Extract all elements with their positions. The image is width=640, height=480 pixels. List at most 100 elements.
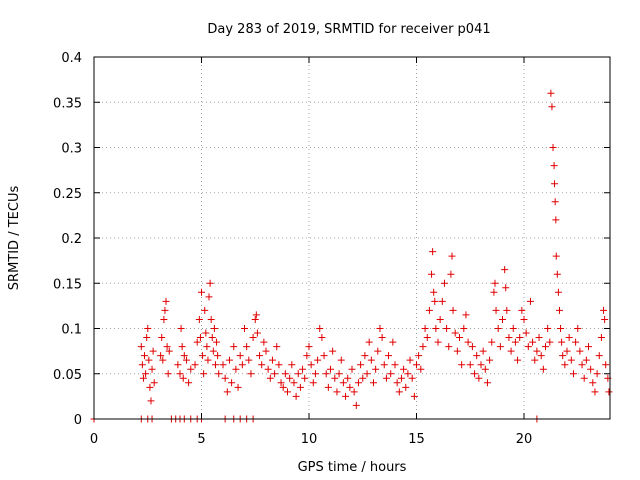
data-point	[350, 388, 358, 396]
data-point	[539, 365, 547, 373]
data-point	[558, 338, 566, 346]
data-point	[268, 356, 276, 364]
data-point	[488, 338, 496, 346]
data-point	[331, 374, 339, 382]
data-point	[207, 315, 215, 323]
data-point	[518, 306, 526, 314]
data-point	[430, 288, 438, 296]
data-point	[344, 374, 352, 382]
data-point	[557, 325, 565, 332]
data-point	[318, 334, 326, 342]
data-point	[163, 343, 171, 351]
y-axis-label: SRMTID / TECUs	[7, 186, 22, 291]
x-tick-label: 10	[301, 432, 318, 447]
data-point	[213, 338, 221, 346]
data-point	[374, 347, 382, 355]
data-point	[198, 288, 205, 296]
data-point	[479, 347, 487, 355]
data-point	[205, 293, 213, 301]
data-point	[162, 297, 170, 305]
data-point	[179, 374, 187, 382]
data-point	[204, 356, 212, 364]
data-point	[565, 334, 573, 342]
data-point	[275, 361, 283, 369]
data-point	[279, 383, 287, 391]
data-point	[490, 288, 498, 296]
data-point	[601, 315, 609, 323]
data-point	[316, 325, 324, 332]
data-point	[337, 356, 345, 364]
y-tick-label: 0.05	[53, 368, 82, 383]
data-point	[505, 334, 513, 342]
data-point	[256, 352, 264, 360]
data-point	[410, 392, 418, 400]
data-point	[432, 325, 440, 332]
data-point	[436, 315, 444, 323]
data-point	[448, 252, 456, 260]
data-point	[408, 374, 416, 382]
data-point	[483, 379, 491, 387]
data-point	[578, 361, 586, 369]
data-point	[421, 325, 429, 332]
data-point	[547, 89, 555, 97]
data-point	[158, 334, 166, 342]
data-point	[161, 306, 169, 314]
data-point	[514, 356, 522, 364]
x-tick-label: 20	[516, 432, 533, 447]
data-point	[292, 392, 300, 400]
data-point	[423, 334, 431, 342]
data-point	[587, 365, 595, 373]
data-point	[234, 383, 242, 391]
data-point	[141, 352, 149, 360]
data-point	[230, 343, 238, 351]
data-point	[378, 334, 386, 342]
data-point	[288, 361, 296, 369]
data-point	[591, 388, 599, 396]
data-point	[559, 352, 567, 360]
data-point	[284, 388, 291, 396]
data-point	[219, 361, 227, 369]
data-point	[333, 388, 341, 396]
data-point	[537, 352, 545, 360]
data-point	[193, 338, 201, 346]
data-point	[509, 325, 517, 332]
data-point	[574, 325, 582, 332]
data-point	[203, 343, 211, 351]
data-points	[90, 89, 613, 423]
data-point	[195, 315, 203, 323]
data-point	[238, 361, 246, 369]
data-point	[501, 266, 509, 274]
data-point	[144, 325, 152, 332]
data-point	[187, 365, 195, 373]
y-tick-label: 0.25	[53, 187, 82, 202]
data-point	[486, 356, 494, 364]
data-point	[522, 329, 530, 337]
data-point	[370, 379, 377, 387]
data-point	[200, 370, 208, 378]
data-point	[533, 347, 541, 355]
data-point	[309, 379, 317, 387]
data-point	[142, 370, 150, 378]
data-point	[223, 388, 231, 396]
y-tick-labels: 0 0.05 0.1 0.15 0.2 0.25 0.3 0.35 0.4	[53, 51, 82, 428]
data-point	[542, 343, 549, 351]
data-point	[314, 356, 322, 364]
plot-frame	[93, 56, 611, 420]
data-point	[475, 374, 483, 382]
data-point	[471, 370, 479, 378]
data-point	[567, 356, 575, 364]
data-point	[215, 370, 223, 378]
data-point	[361, 352, 369, 360]
data-point	[502, 284, 510, 292]
data-point	[428, 270, 436, 278]
data-point	[199, 352, 207, 360]
data-point	[372, 365, 380, 373]
data-point	[191, 361, 199, 369]
data-point	[580, 374, 588, 382]
x-tick-labels: 0 5 10 15 20	[90, 432, 532, 447]
data-point	[225, 356, 233, 364]
data-point	[468, 343, 476, 351]
chart-title: Day 283 of 2019, SRMTID for receiver p04…	[207, 22, 490, 37]
data-point	[271, 370, 279, 378]
data-point	[602, 361, 610, 369]
